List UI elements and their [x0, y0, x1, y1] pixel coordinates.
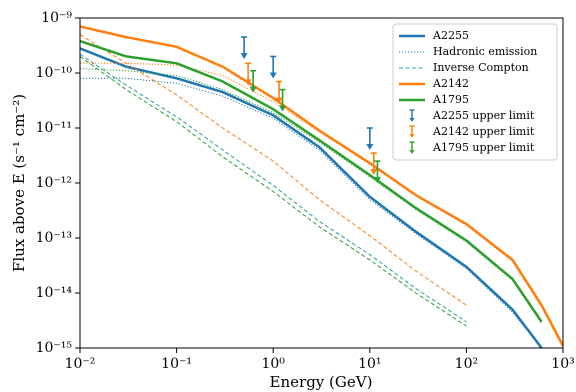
upper-limit [279, 88, 287, 112]
upper-limit [275, 80, 283, 104]
legend-swatch [409, 134, 415, 138]
y-tick-label: 10⁻¹⁴ [36, 285, 73, 301]
upper-limit-arrow [373, 177, 381, 184]
y-tick-label: 10⁻¹³ [36, 230, 72, 246]
y-tick-label: 10⁻⁹ [41, 10, 72, 26]
legend-label: A2142 [432, 77, 469, 90]
legend-label: Hadronic emission [433, 45, 537, 58]
legend: A2255 Hadronic emission Inverse Compton A21… [392, 23, 558, 161]
y-axis-label: Flux above E (s⁻¹ cm⁻²) [10, 94, 28, 272]
series-line [80, 39, 543, 323]
x-tick-label: 10⁻² [65, 356, 96, 372]
series-line [80, 53, 467, 323]
x-axis-label: Energy (GeV) [270, 373, 373, 391]
y-tick-label: 10⁻¹¹ [36, 120, 72, 136]
upper-limit-arrow [279, 105, 287, 112]
upper-limit-arrow [366, 144, 374, 150]
y-tick-label: 10⁻¹² [36, 175, 72, 191]
upper-limit [373, 160, 381, 184]
upper-limit [244, 62, 252, 86]
legend-label: A1795 [432, 93, 469, 106]
legend-box [392, 23, 558, 161]
x-tick-label: 10¹ [358, 356, 381, 372]
upper-limit-arrow [240, 53, 248, 60]
y-tick-label: 10⁻¹⁵ [36, 340, 73, 356]
upper-limit-arrow [244, 79, 252, 86]
upper-limit-arrow [275, 97, 283, 104]
legend-label: A2255 [432, 29, 469, 42]
upper-limit-arrow [269, 72, 277, 79]
series-line [80, 47, 543, 348]
x-tick-label: 10⁰ [261, 356, 285, 372]
series-line [80, 25, 563, 347]
legend-label: Inverse Compton [433, 61, 529, 74]
series-line [80, 68, 543, 324]
x-tick-label: 10⁻¹ [161, 356, 192, 372]
upper-limit [240, 36, 248, 60]
series-line [80, 55, 467, 327]
upper-limit [249, 69, 257, 93]
upper-limit [370, 152, 378, 176]
series-line [80, 77, 542, 348]
plot-frame [79, 17, 564, 349]
upper-limit [366, 127, 374, 150]
x-tick-label: 10² [455, 356, 478, 372]
legend-label: A2142 upper limit [432, 125, 535, 138]
upper-limit-arrow [249, 86, 257, 93]
series-line [80, 62, 563, 348]
legend-label: A1795 upper limit [432, 141, 535, 154]
x-tick-label: 10³ [551, 356, 574, 372]
legend-swatch [409, 118, 415, 122]
series-line [80, 34, 467, 306]
upper-limit-arrow [370, 169, 378, 176]
upper-limit [269, 55, 277, 79]
legend-swatch [409, 150, 415, 154]
legend-label: A2255 upper limit [432, 109, 535, 122]
y-tick-label: 10⁻¹⁰ [36, 65, 73, 81]
